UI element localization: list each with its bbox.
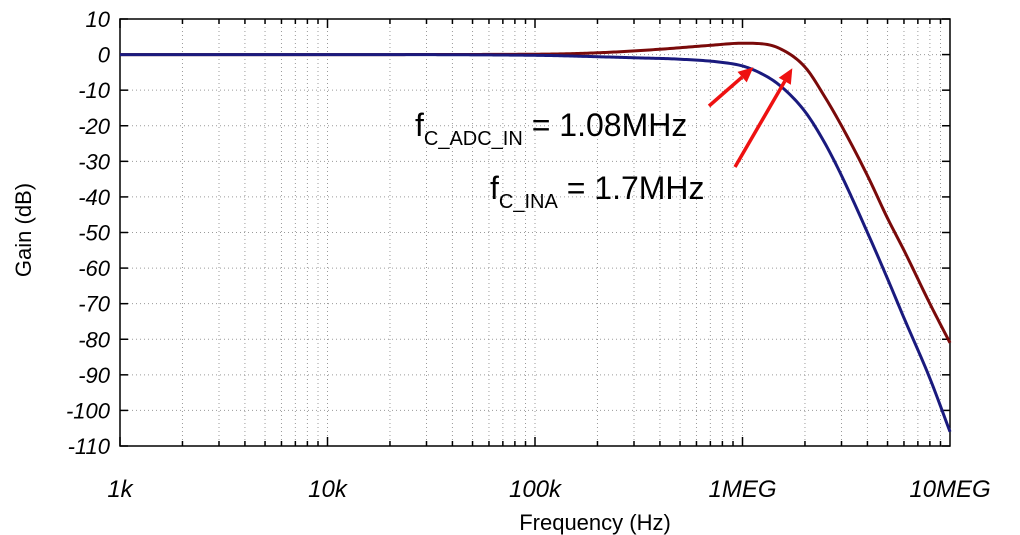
series-lines — [120, 41, 952, 433]
annotation-adc-arrow-head — [737, 67, 754, 83]
y-tick-label: 0 — [98, 43, 111, 68]
x-axis-title: Frequency (Hz) — [519, 510, 671, 535]
y-tick-label: -70 — [78, 292, 111, 317]
annotation-ina-sub: C_INA — [499, 191, 559, 213]
annotation-adc-arrow-shaft — [707, 75, 744, 108]
axis-ticks — [119, 18, 950, 447]
y-tick-label: -80 — [78, 327, 111, 352]
annotation-ina-label: fC_INA = 1.7MHz — [490, 170, 705, 213]
x-tick-labels: 1k 10k 100k 1MEG 10MEG — [107, 476, 990, 503]
annotation-adc-value: = 1.08MHz — [523, 107, 688, 143]
y-axis-title: Gain (dB) — [11, 183, 36, 277]
annotation-adc-f: f — [415, 107, 424, 143]
x-tick-label: 100k — [509, 476, 563, 503]
x-tick-label: 10MEG — [909, 476, 990, 503]
y-tick-label: -30 — [78, 149, 111, 174]
y-tick-label: -50 — [78, 221, 111, 246]
y-tick-label: -100 — [66, 398, 111, 423]
x-tick-label: 1MEG — [708, 476, 776, 503]
x-tick-label: 10k — [308, 476, 349, 503]
annotation-ina-arrow-head — [778, 68, 793, 85]
y-tick-label: -40 — [78, 185, 111, 210]
y-tick-label: 10 — [86, 7, 111, 32]
y-tick-label: -90 — [78, 363, 111, 388]
series-line-blue — [120, 53, 952, 433]
y-tick-label: -10 — [78, 78, 111, 103]
annotation-adc-sub: C_ADC_IN — [424, 128, 523, 150]
annotation-ina-f: f — [490, 170, 499, 206]
grid-lines — [120, 19, 950, 446]
annotation-ina-arrow-shaft — [733, 80, 787, 168]
y-tick-label: -110 — [68, 434, 111, 459]
cutoff-annotations: fC_ADC_IN = 1.08MHz fC_INA = 1.7MHz — [415, 67, 793, 213]
annotation-adc-label: fC_ADC_IN = 1.08MHz — [415, 107, 687, 150]
x-tick-label: 1k — [107, 476, 134, 503]
y-tick-labels: 10 0 -10 -20 -30 -40 -50 -60 -70 -80 -90 -100 -110 — [66, 7, 111, 459]
annotation-ina-value: = 1.7MHz — [558, 170, 705, 206]
y-tick-label: -20 — [78, 114, 111, 139]
y-tick-label: -60 — [78, 256, 111, 281]
